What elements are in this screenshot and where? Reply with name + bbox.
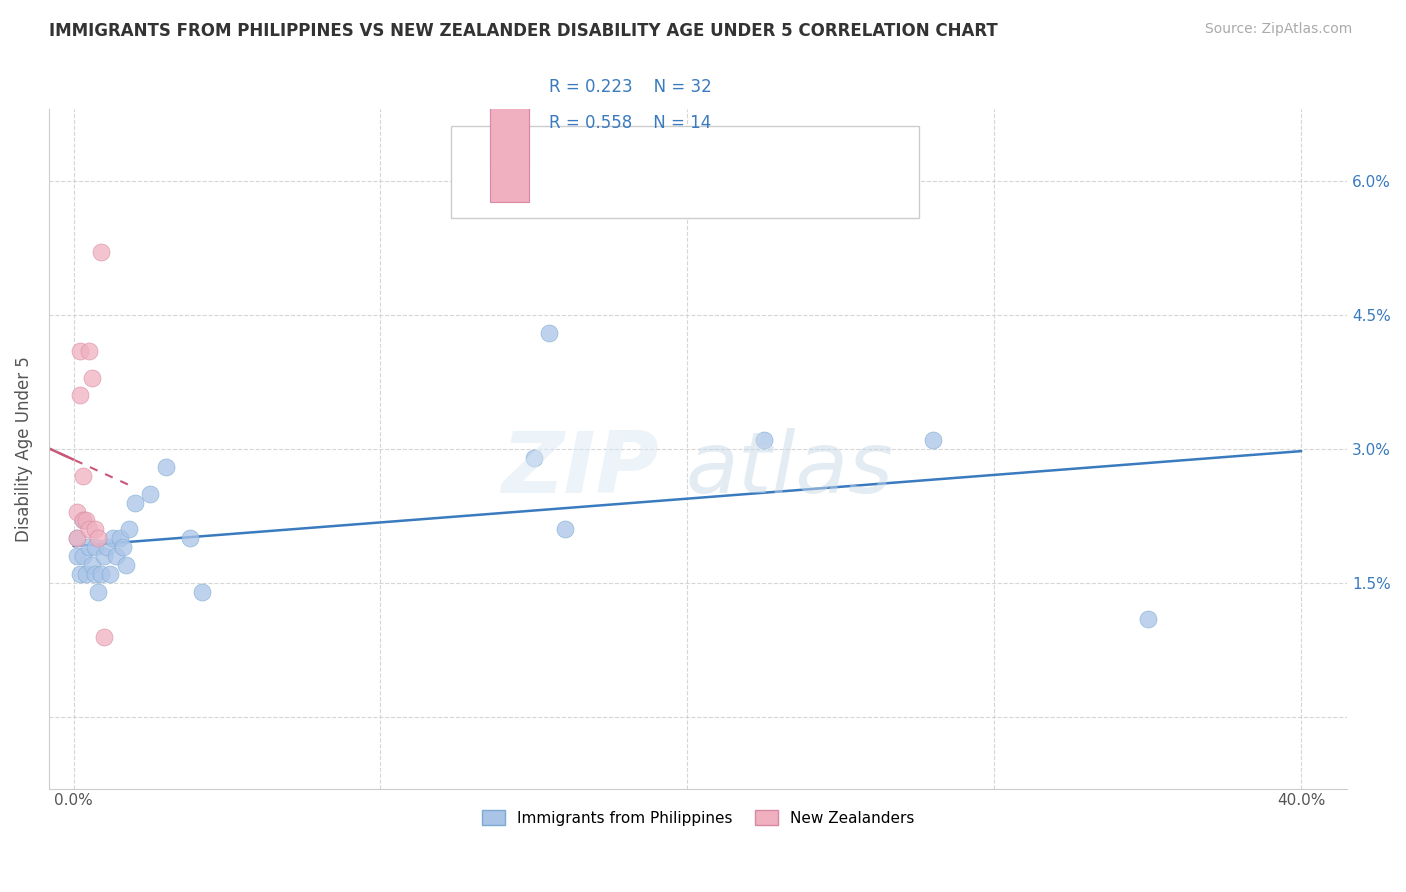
Point bbox=[65, 532, 87, 546]
Point bbox=[922, 433, 945, 447]
Point bbox=[65, 504, 87, 518]
Point bbox=[103, 532, 125, 546]
Legend: Immigrants from Philippines, New Zealanders: Immigrants from Philippines, New Zealand… bbox=[475, 804, 921, 832]
Point bbox=[93, 549, 115, 564]
Point bbox=[80, 558, 103, 573]
Text: R = 0.558    N = 14: R = 0.558 N = 14 bbox=[548, 114, 711, 132]
Point bbox=[77, 343, 100, 358]
Text: Source: ZipAtlas.com: Source: ZipAtlas.com bbox=[1205, 22, 1353, 37]
Point bbox=[84, 541, 107, 555]
Point bbox=[752, 433, 775, 447]
Point bbox=[554, 523, 576, 537]
Point bbox=[108, 532, 131, 546]
FancyBboxPatch shape bbox=[451, 127, 920, 219]
Point bbox=[93, 630, 115, 644]
Point bbox=[538, 326, 561, 340]
Point bbox=[72, 549, 94, 564]
Point bbox=[84, 523, 107, 537]
Point bbox=[124, 495, 146, 509]
Point bbox=[72, 468, 94, 483]
Text: ZIP: ZIP bbox=[502, 428, 659, 511]
Point bbox=[1136, 612, 1159, 626]
Point bbox=[65, 549, 87, 564]
Point bbox=[69, 388, 91, 402]
Point bbox=[179, 532, 201, 546]
Point bbox=[84, 567, 107, 582]
Point bbox=[90, 567, 112, 582]
Text: R = 0.223    N = 32: R = 0.223 N = 32 bbox=[548, 78, 711, 95]
Bar bbox=[491, 45, 529, 202]
Point bbox=[105, 549, 128, 564]
Point bbox=[69, 343, 91, 358]
Point bbox=[72, 513, 94, 527]
Y-axis label: Disability Age Under 5: Disability Age Under 5 bbox=[15, 356, 32, 542]
Point bbox=[191, 585, 214, 599]
Point bbox=[114, 558, 136, 573]
Point bbox=[111, 541, 134, 555]
Point bbox=[96, 541, 118, 555]
Point bbox=[69, 567, 91, 582]
Text: IMMIGRANTS FROM PHILIPPINES VS NEW ZEALANDER DISABILITY AGE UNDER 5 CORRELATION : IMMIGRANTS FROM PHILIPPINES VS NEW ZEALA… bbox=[49, 22, 998, 40]
Point bbox=[90, 245, 112, 260]
Point bbox=[139, 486, 162, 500]
Point bbox=[65, 532, 87, 546]
Point bbox=[87, 585, 110, 599]
Point bbox=[75, 513, 97, 527]
Point bbox=[98, 567, 121, 582]
Point bbox=[118, 523, 141, 537]
Point bbox=[77, 541, 100, 555]
Point bbox=[72, 513, 94, 527]
Bar bbox=[491, 7, 529, 166]
Text: atlas: atlas bbox=[685, 428, 893, 511]
Point bbox=[75, 567, 97, 582]
Point bbox=[155, 459, 177, 474]
Point bbox=[80, 370, 103, 384]
Point bbox=[77, 523, 100, 537]
Point bbox=[87, 532, 110, 546]
Point bbox=[523, 450, 546, 465]
